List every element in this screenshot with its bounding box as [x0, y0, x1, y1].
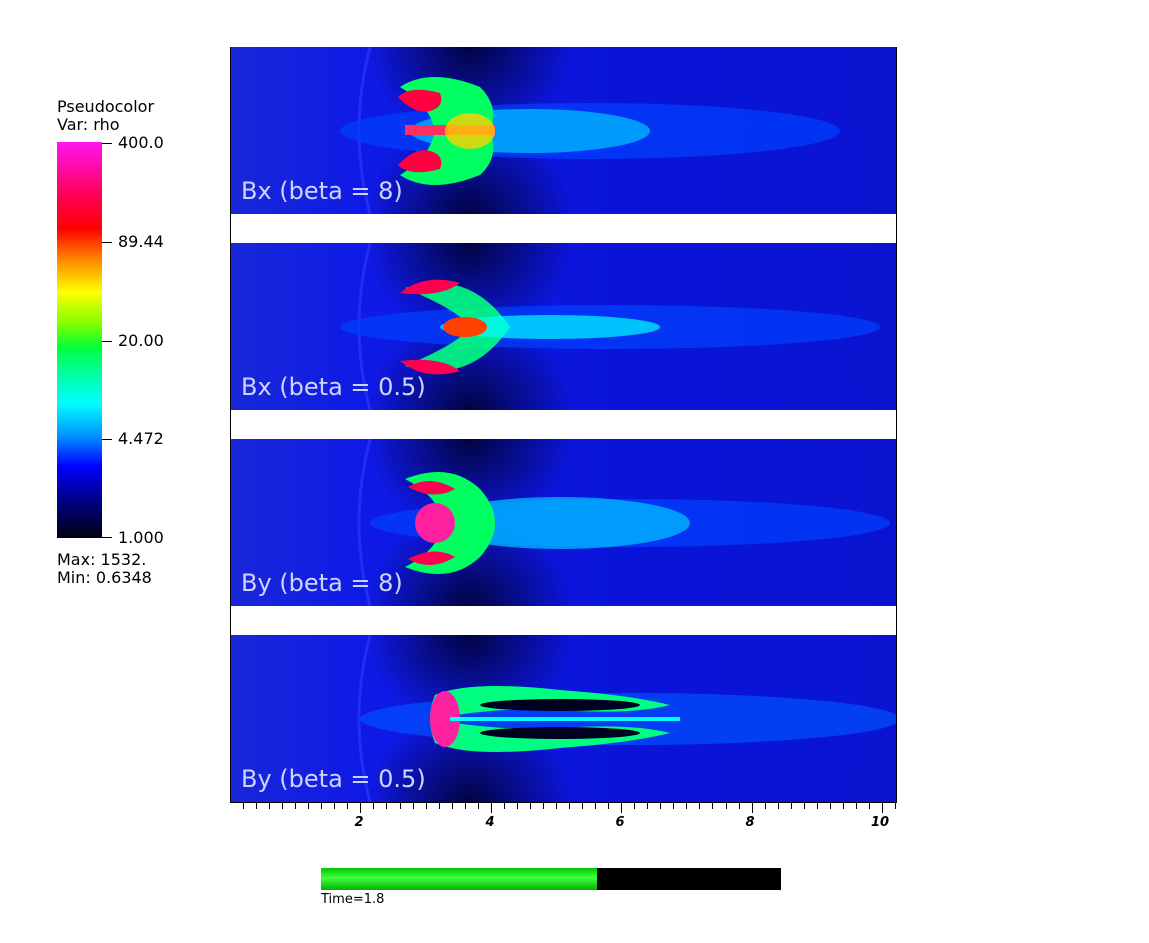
panel-label: Bx (beta = 8)	[241, 177, 403, 205]
panel-label: Bx (beta = 0.5)	[241, 373, 426, 401]
colorbar-tick	[102, 341, 112, 342]
colorbar-label-20: 20.00	[118, 331, 164, 350]
colorbar	[57, 142, 102, 538]
x-axis-tick	[686, 803, 688, 809]
x-axis-tick	[347, 803, 349, 809]
x-axis-tick	[529, 803, 531, 809]
x-axis-tick	[816, 803, 818, 809]
x-axis-tick	[621, 803, 623, 813]
x-axis-tick	[582, 803, 584, 809]
x-axis-tick	[269, 803, 271, 809]
x-axis-tick	[243, 803, 245, 809]
x-axis-tick	[803, 803, 805, 809]
jet-render	[357, 635, 897, 802]
x-axis-tick	[569, 803, 571, 809]
colorbar-tick	[102, 439, 112, 440]
colorbar-label-89: 89.44	[118, 232, 164, 251]
legend-title-line1: Pseudocolor	[57, 97, 155, 116]
x-axis-tick	[855, 803, 857, 809]
x-axis-tick	[477, 803, 479, 809]
time-progress-fill	[321, 868, 597, 890]
x-axis-tick	[295, 803, 297, 809]
panel-label: By (beta = 0.5)	[241, 765, 426, 793]
x-axis-tick	[790, 803, 792, 809]
time-progress-bar	[321, 868, 781, 890]
x-axis-tick	[282, 803, 284, 809]
x-axis-tick	[464, 803, 466, 809]
x-axis-tick	[373, 803, 375, 809]
x-axis-tick	[321, 803, 323, 809]
jet-render	[357, 439, 890, 606]
x-tick-label: 8	[745, 815, 755, 830]
jet-render	[340, 243, 880, 410]
x-axis-tick	[451, 803, 453, 809]
colorbar-tick	[102, 537, 112, 538]
legend-title-line2: Var: rho	[57, 115, 120, 134]
x-axis-tick	[712, 803, 714, 809]
x-axis-tick	[360, 803, 362, 813]
x-axis-tick	[608, 803, 610, 809]
x-axis-tick	[438, 803, 440, 809]
x-tick-label: 10	[870, 815, 890, 830]
colorbar-label-4: 4.472	[118, 429, 164, 448]
x-axis-tick	[490, 803, 492, 813]
plot-panel-4: By (beta = 0.5)	[230, 635, 897, 802]
x-axis-tick	[829, 803, 831, 809]
x-axis-tick	[660, 803, 662, 809]
x-axis-tick	[673, 803, 675, 809]
panel-label: By (beta = 8)	[241, 569, 403, 597]
x-axis-tick	[725, 803, 727, 809]
min-label: Min: 0.6348	[57, 568, 152, 587]
jet-render	[340, 47, 840, 214]
x-axis-tick	[895, 803, 897, 809]
x-axis-tick	[699, 803, 701, 809]
x-axis-tick	[334, 803, 336, 809]
x-axis-tick	[542, 803, 544, 809]
plot-panel-3: By (beta = 8)	[230, 439, 897, 606]
x-axis-tick	[647, 803, 649, 809]
x-tick-label: 4	[485, 815, 495, 830]
colorbar-label-1: 1.000	[118, 528, 164, 547]
x-axis-tick	[386, 803, 388, 809]
x-axis-tick	[595, 803, 597, 809]
x-axis-tick	[882, 803, 883, 813]
x-axis-tick	[556, 803, 557, 809]
x-axis	[230, 802, 897, 813]
x-axis-tick	[503, 803, 505, 809]
x-axis-tick	[256, 803, 258, 809]
x-axis-tick	[412, 803, 414, 809]
colorbar-tick	[102, 143, 112, 144]
colorbar-label-400: 400.0	[118, 133, 164, 152]
x-axis-tick	[868, 803, 870, 809]
x-tick-label: 2	[354, 815, 364, 830]
x-axis-tick	[516, 803, 518, 809]
x-axis-tick	[777, 803, 779, 809]
x-axis-tick	[425, 803, 427, 809]
x-axis-tick	[842, 803, 844, 809]
x-tick-label: 6	[615, 815, 625, 830]
plot-panel-2: Bx (beta = 0.5)	[230, 243, 897, 410]
x-axis-tick	[399, 803, 401, 809]
colorbar-tick	[102, 242, 112, 243]
time-label: Time=1.8	[321, 892, 385, 907]
x-axis-tick	[308, 803, 310, 809]
x-axis-tick	[751, 803, 753, 813]
x-axis-tick	[634, 803, 636, 809]
max-label: Max: 1532.	[57, 550, 147, 569]
plot-panel-1: Bx (beta = 8)	[230, 47, 897, 214]
x-axis-tick	[738, 803, 740, 809]
x-axis-tick	[764, 803, 766, 809]
